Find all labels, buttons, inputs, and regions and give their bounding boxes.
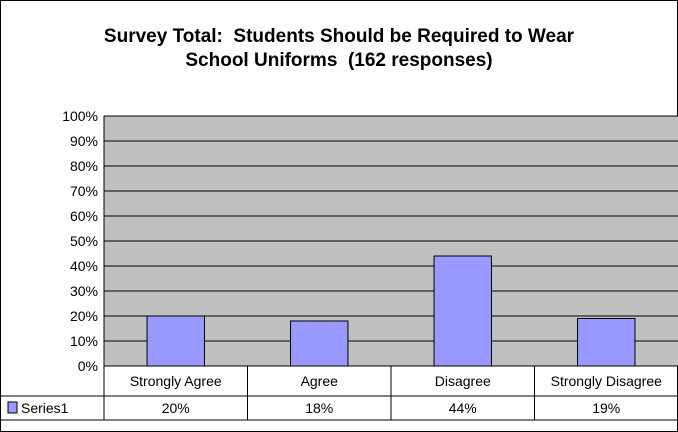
y-tick-label: 0% <box>78 358 98 374</box>
category-label: Agree <box>301 373 339 389</box>
legend-label: Series1 <box>21 400 69 416</box>
bar <box>146 315 205 367</box>
bar <box>433 255 492 367</box>
data-table-value: 44% <box>449 400 477 416</box>
y-tick-label: 70% <box>70 183 98 199</box>
category-label: Strongly Disagree <box>551 373 662 389</box>
bar <box>577 318 636 367</box>
chart-title: Survey Total: Students Should be Require… <box>1 25 677 73</box>
y-tick-label: 10% <box>70 333 98 349</box>
y-tick-label: 100% <box>62 108 98 124</box>
data-table-value: 20% <box>162 400 190 416</box>
data-table-value: 19% <box>592 400 620 416</box>
y-tick-label: 30% <box>70 283 98 299</box>
legend-swatch <box>7 401 18 414</box>
data-table-value: 18% <box>305 400 333 416</box>
bar <box>290 320 349 367</box>
category-label: Disagree <box>435 373 491 389</box>
y-tick-label: 80% <box>70 158 98 174</box>
y-tick-label: 20% <box>70 308 98 324</box>
chart-title-line-1: Survey Total: Students Should be Require… <box>103 26 575 47</box>
chart-title-line-2: School Uniforms (162 responses) <box>185 50 493 71</box>
y-tick-label: 60% <box>70 208 98 224</box>
y-tick-label: 90% <box>70 133 98 149</box>
y-tick-label: 40% <box>70 258 98 274</box>
category-label: Strongly Agree <box>130 373 222 389</box>
y-tick-label: 50% <box>70 233 98 249</box>
